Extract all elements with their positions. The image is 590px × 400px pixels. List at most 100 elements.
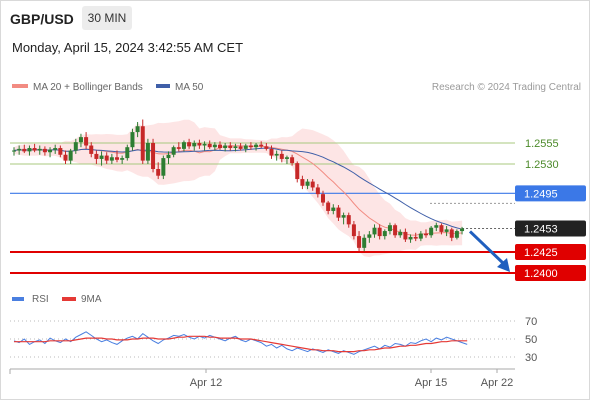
candle	[382, 231, 387, 237]
candle	[145, 143, 150, 161]
candle	[305, 181, 310, 186]
candle	[284, 157, 289, 159]
candle	[84, 137, 89, 146]
candle	[377, 227, 382, 237]
candle	[460, 228, 465, 232]
support-label: 1.2425	[524, 247, 558, 259]
candle	[444, 229, 449, 232]
candle	[300, 179, 305, 186]
candle	[135, 126, 140, 133]
timeframe-button[interactable]: 30 MIN	[82, 6, 132, 30]
candle	[12, 150, 16, 152]
candle	[310, 181, 315, 188]
legend-label-ma20: MA 20 + Bollinger Bands	[33, 82, 143, 93]
candle	[37, 148, 42, 151]
pivot-label-box	[515, 185, 586, 202]
legend-label-rsi: RSI	[32, 294, 49, 305]
candle	[387, 225, 392, 232]
candle	[32, 148, 37, 151]
candle	[449, 229, 454, 238]
legend-swatch-ma20	[12, 84, 28, 88]
pivot-label: 1.2495	[524, 188, 558, 200]
candle	[171, 147, 176, 155]
x-tick-label: Apr 12	[190, 377, 222, 389]
rsi-tick-label: 50	[525, 334, 537, 346]
candle	[89, 145, 94, 154]
candle	[156, 169, 161, 176]
candle	[125, 147, 130, 159]
candle	[78, 137, 83, 143]
candle	[424, 233, 428, 236]
x-tick-label: Apr 22	[481, 377, 513, 389]
rsi-ma-line	[14, 335, 468, 353]
candle	[357, 236, 362, 248]
candle	[321, 194, 325, 203]
candle	[42, 148, 47, 153]
candle	[140, 126, 145, 161]
candle	[161, 158, 166, 176]
candle	[63, 154, 68, 161]
candle	[53, 148, 58, 150]
candle	[48, 149, 53, 153]
candle	[259, 144, 264, 147]
candle	[254, 144, 259, 148]
candle	[68, 150, 73, 161]
candle	[228, 145, 233, 149]
candle	[120, 158, 125, 160]
candle	[238, 146, 243, 149]
candle	[218, 144, 222, 149]
last-price-label-box	[515, 220, 586, 237]
legend-swatch-rsi	[12, 297, 24, 301]
candle	[212, 144, 217, 148]
candle	[99, 155, 104, 159]
rsi-tick-label: 70	[525, 316, 537, 328]
candle	[454, 231, 459, 238]
resistance-label: 1.2555	[525, 138, 559, 150]
forecast-arrow	[468, 230, 506, 266]
candle	[398, 231, 403, 236]
candle	[393, 225, 398, 236]
legend-label-ma50: MA 50	[175, 82, 204, 93]
candle	[326, 202, 331, 211]
candle	[403, 231, 408, 240]
candle	[372, 227, 377, 235]
candle	[315, 187, 320, 195]
candle	[264, 146, 269, 149]
candle	[115, 157, 119, 160]
resistance-label: 1.2530	[525, 159, 559, 171]
rsi-tick-label: 30	[525, 352, 537, 364]
candle	[207, 143, 212, 148]
candle	[346, 215, 351, 225]
candle	[331, 207, 336, 211]
candle	[176, 147, 181, 149]
candle	[58, 148, 63, 155]
candle	[27, 148, 32, 152]
candle	[233, 146, 238, 149]
candle	[73, 142, 78, 151]
candle	[166, 154, 171, 159]
candle	[243, 145, 248, 149]
candle	[279, 153, 284, 159]
rsi-line	[13, 331, 468, 355]
last-price-label: 1.2453	[524, 224, 558, 236]
x-tick-label: Apr 15	[415, 377, 447, 389]
legend-label-9ma: 9MA	[81, 294, 102, 305]
candle	[351, 224, 356, 237]
datetime-label: Monday, April 15, 2024 3:42:55 AM CET	[12, 40, 244, 55]
candle	[248, 145, 253, 148]
legend-swatch-ma50	[156, 84, 170, 88]
candle	[187, 142, 192, 147]
candle	[408, 236, 413, 240]
candle	[104, 155, 109, 161]
candle	[341, 215, 346, 218]
candle	[94, 153, 99, 159]
candle	[434, 225, 439, 228]
pair-title: GBP/USD	[10, 11, 74, 27]
support-label-box	[515, 265, 586, 281]
candle	[202, 143, 207, 146]
candle	[22, 148, 27, 152]
candle	[413, 236, 418, 239]
candle	[109, 157, 114, 161]
legend-swatch-9ma	[62, 297, 76, 301]
